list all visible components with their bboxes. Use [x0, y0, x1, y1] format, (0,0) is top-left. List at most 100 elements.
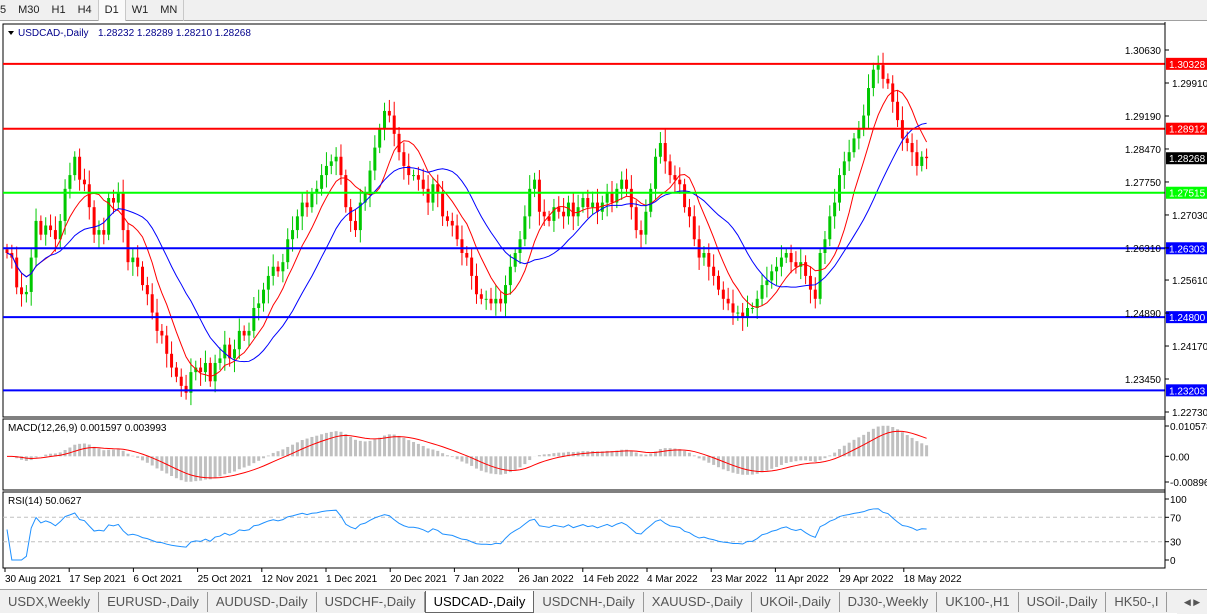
macd-bar: [814, 456, 817, 462]
y-tick-label: 1.26310: [1125, 244, 1162, 255]
macd-bar: [83, 444, 86, 457]
candle-body: [770, 271, 773, 280]
chart-tab[interactable]: EURUSD-,Daily: [99, 592, 208, 612]
macd-bar: [906, 435, 909, 456]
level-price-label: 1.23203: [1169, 386, 1206, 397]
macd-bar: [523, 456, 526, 464]
candle-body: [683, 184, 686, 207]
macd-bar: [698, 456, 701, 458]
timeframe-M30[interactable]: M30: [12, 0, 45, 21]
macd-bar: [707, 456, 710, 462]
chart-tab[interactable]: USDCHF-,Daily: [317, 592, 425, 612]
macd-bar: [848, 443, 851, 457]
timeframe-5[interactable]: 5: [0, 0, 12, 21]
chart-tab[interactable]: DJ30-,Weekly: [840, 592, 938, 612]
macd-bar: [591, 451, 594, 456]
macd-bar: [819, 456, 822, 460]
candle-body: [490, 299, 493, 304]
x-tick-label: 14 Feb 2022: [583, 574, 640, 585]
candle-body: [717, 276, 720, 290]
candle-body: [523, 216, 526, 239]
candle-body: [93, 207, 96, 234]
timeframe-W1[interactable]: W1: [126, 0, 155, 21]
level-price-label: 1.28912: [1169, 125, 1206, 136]
chart-tab[interactable]: XAUUSD-,Daily: [644, 592, 752, 612]
candle-body: [383, 111, 386, 129]
candle-body: [218, 358, 221, 363]
macd-bar: [146, 456, 149, 462]
candle-body: [732, 303, 735, 312]
chart-tab[interactable]: HK50-,I: [1106, 592, 1167, 612]
candle-body: [83, 180, 86, 185]
candle-body: [630, 189, 633, 207]
timeframe-H1[interactable]: H1: [46, 0, 72, 21]
candle-body: [843, 161, 846, 175]
macd-bar: [765, 456, 768, 470]
candle-body: [306, 203, 309, 208]
macd-bar: [204, 456, 207, 479]
tab-scroll-arrows[interactable]: ◀ ▶: [1177, 590, 1207, 614]
macd-bar: [635, 453, 638, 457]
chart-tab[interactable]: USOil-,Daily: [1019, 592, 1107, 612]
candle-body: [519, 239, 522, 253]
macd-bar: [354, 440, 357, 457]
candle-body: [330, 161, 333, 166]
candle-body: [446, 216, 449, 221]
y-tick-label: 1.27030: [1172, 211, 1207, 222]
candle-body: [886, 79, 889, 84]
macd-bar: [630, 451, 633, 457]
current-price-label: 1.28268: [1169, 154, 1206, 165]
candle-body: [736, 313, 739, 314]
rsi-pane: [3, 492, 1165, 568]
macd-bar: [364, 441, 367, 456]
candle-body: [485, 299, 488, 300]
candle-body: [722, 290, 725, 299]
candle-body: [790, 253, 793, 262]
macd-bar: [359, 441, 362, 456]
macd-bar: [238, 456, 241, 469]
candle-body: [272, 267, 275, 276]
chart-tab[interactable]: UK100-,H1: [937, 592, 1018, 612]
candle-body: [97, 230, 100, 235]
price-chart[interactable]: 1.303281.289121.275151.263031.248001.232…: [0, 22, 1207, 589]
chart-tab[interactable]: USDCAD-,Daily: [425, 591, 535, 613]
candle-body: [862, 116, 865, 130]
macd-bar: [64, 450, 67, 456]
chart-tab[interactable]: USDCNH-,Daily: [534, 592, 643, 612]
candle-body: [339, 157, 342, 175]
macd-bar: [775, 456, 778, 467]
toolbar-divider: [183, 0, 184, 21]
candle-body: [199, 368, 202, 373]
x-tick-label: 26 Jan 2022: [519, 574, 574, 585]
candle-body: [146, 285, 149, 294]
x-tick-label: 6 Oct 2021: [133, 574, 182, 585]
macd-bar: [257, 456, 260, 460]
timeframe-D1[interactable]: D1: [98, 0, 126, 21]
macd-bar: [262, 456, 265, 458]
candle-body: [780, 258, 783, 267]
chart-tab[interactable]: UKOil-,Daily: [752, 592, 840, 612]
macd-bar: [127, 454, 130, 457]
chart-tab[interactable]: USDX,Weekly: [0, 592, 99, 612]
candle-body: [727, 299, 730, 304]
candle-body: [286, 239, 289, 262]
candle-body: [262, 290, 265, 304]
macd-bar: [925, 445, 928, 456]
macd-bar: [156, 456, 159, 468]
macd-bar: [770, 456, 773, 468]
macd-bar: [790, 456, 793, 462]
candle-body: [673, 175, 676, 180]
chart-tab[interactable]: AUDUSD-,Daily: [208, 592, 317, 612]
macd-bar: [102, 450, 105, 456]
timeframe-H4[interactable]: H4: [72, 0, 98, 21]
candle-body: [640, 230, 643, 235]
symbol-label: USDCAD-,Daily: [18, 28, 89, 39]
candle-body: [625, 180, 628, 189]
timeframe-MN[interactable]: MN: [154, 0, 183, 21]
x-tick-label: 17 Sep 2021: [69, 574, 126, 585]
candle-body: [252, 308, 255, 331]
rsi-tick-label: 0: [1170, 556, 1176, 567]
candle-body: [823, 239, 826, 253]
macd-bar: [911, 438, 914, 456]
candle-body: [659, 143, 662, 157]
